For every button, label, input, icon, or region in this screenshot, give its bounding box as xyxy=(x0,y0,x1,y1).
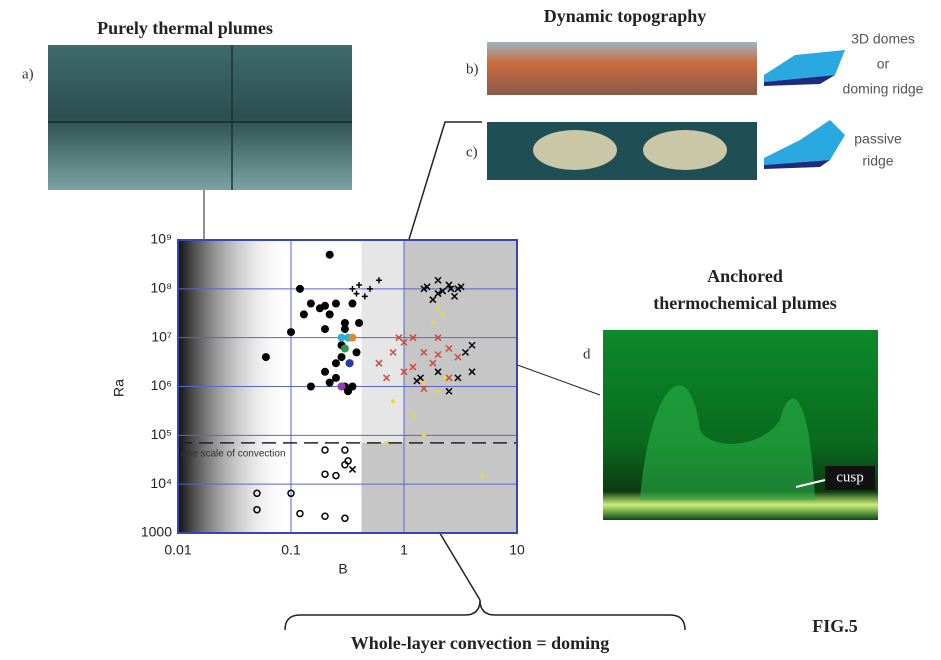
photo-b xyxy=(487,42,757,95)
point xyxy=(338,334,346,342)
photo-c-dome xyxy=(533,130,617,170)
point xyxy=(411,414,415,418)
threshold-label: one scale of convection xyxy=(181,449,286,460)
point xyxy=(300,310,308,318)
point xyxy=(441,312,445,316)
x-tick-label: 0.1 xyxy=(281,542,301,558)
point xyxy=(422,381,426,385)
point xyxy=(341,325,349,333)
y-tick-label: 1000 xyxy=(141,524,172,540)
point xyxy=(353,348,361,356)
point xyxy=(321,325,329,333)
fig-label: FIG.5 xyxy=(812,616,858,636)
point xyxy=(341,345,349,353)
point xyxy=(422,433,426,437)
point xyxy=(348,300,356,308)
note-c: ridge xyxy=(862,153,893,169)
y-tick-label: 10⁷ xyxy=(151,328,172,344)
point xyxy=(307,300,315,308)
point xyxy=(391,399,395,403)
point xyxy=(332,300,340,308)
label-c: c) xyxy=(466,144,478,160)
x-tick-label: 10 xyxy=(509,542,525,558)
y-tick-label: 10⁸ xyxy=(151,280,173,296)
point xyxy=(436,306,440,310)
point xyxy=(307,383,315,391)
point xyxy=(338,353,346,361)
note-b: 3D domes xyxy=(851,31,915,47)
point xyxy=(338,383,346,391)
point xyxy=(355,319,363,327)
point xyxy=(321,368,329,376)
note-c: passive xyxy=(854,131,902,147)
region xyxy=(361,443,517,533)
title-a: Purely thermal plumes xyxy=(97,18,273,38)
point xyxy=(348,334,356,342)
y-tick-label: 10⁹ xyxy=(150,231,172,247)
point xyxy=(321,302,329,310)
point xyxy=(346,359,354,367)
bottom-title: Whole-layer convection = doming xyxy=(351,633,609,653)
point xyxy=(431,321,435,325)
title-bc: Dynamic topography xyxy=(544,6,707,26)
point xyxy=(384,441,388,445)
point xyxy=(436,389,440,393)
x-axis-label: B xyxy=(338,561,347,577)
point xyxy=(326,251,334,259)
brace xyxy=(285,600,685,630)
photo-a xyxy=(48,45,352,190)
note-b: or xyxy=(877,56,890,72)
point xyxy=(348,383,356,391)
scatter-plot: 0.01 0.1 1 10 1000 10⁴ 10⁵ 10⁶ 10⁷ 10⁸ 10⁹ one scal… xyxy=(141,231,525,558)
point xyxy=(262,353,270,361)
y-tick-label: 10⁵ xyxy=(151,426,172,442)
point xyxy=(326,310,334,318)
label-a: a) xyxy=(22,66,34,82)
y-axis-label: Ra xyxy=(111,379,127,397)
label-b: b) xyxy=(466,61,479,77)
photo-c-dome xyxy=(643,130,727,170)
x-tick-label: 0.01 xyxy=(164,542,191,558)
shape-ridge xyxy=(764,120,845,165)
region xyxy=(404,240,517,443)
shape-dome xyxy=(764,50,845,82)
y-tick-label: 10⁶ xyxy=(151,377,172,393)
cusp-label: cusp xyxy=(836,469,864,485)
label-d: d xyxy=(583,346,591,362)
figure: Purely thermal plumes a) Dynamic topogra… xyxy=(0,0,941,660)
x-tick-label: 1 xyxy=(400,542,408,558)
title-d: Anchored xyxy=(707,266,783,286)
point xyxy=(326,379,334,387)
point xyxy=(481,474,485,478)
region xyxy=(361,240,404,443)
point xyxy=(443,376,447,380)
title-d: thermochemical plumes xyxy=(653,293,836,313)
note-b: doming ridge xyxy=(843,81,924,97)
point xyxy=(332,359,340,367)
point xyxy=(287,328,295,336)
y-tick-label: 10⁴ xyxy=(150,475,172,491)
point xyxy=(296,285,304,293)
